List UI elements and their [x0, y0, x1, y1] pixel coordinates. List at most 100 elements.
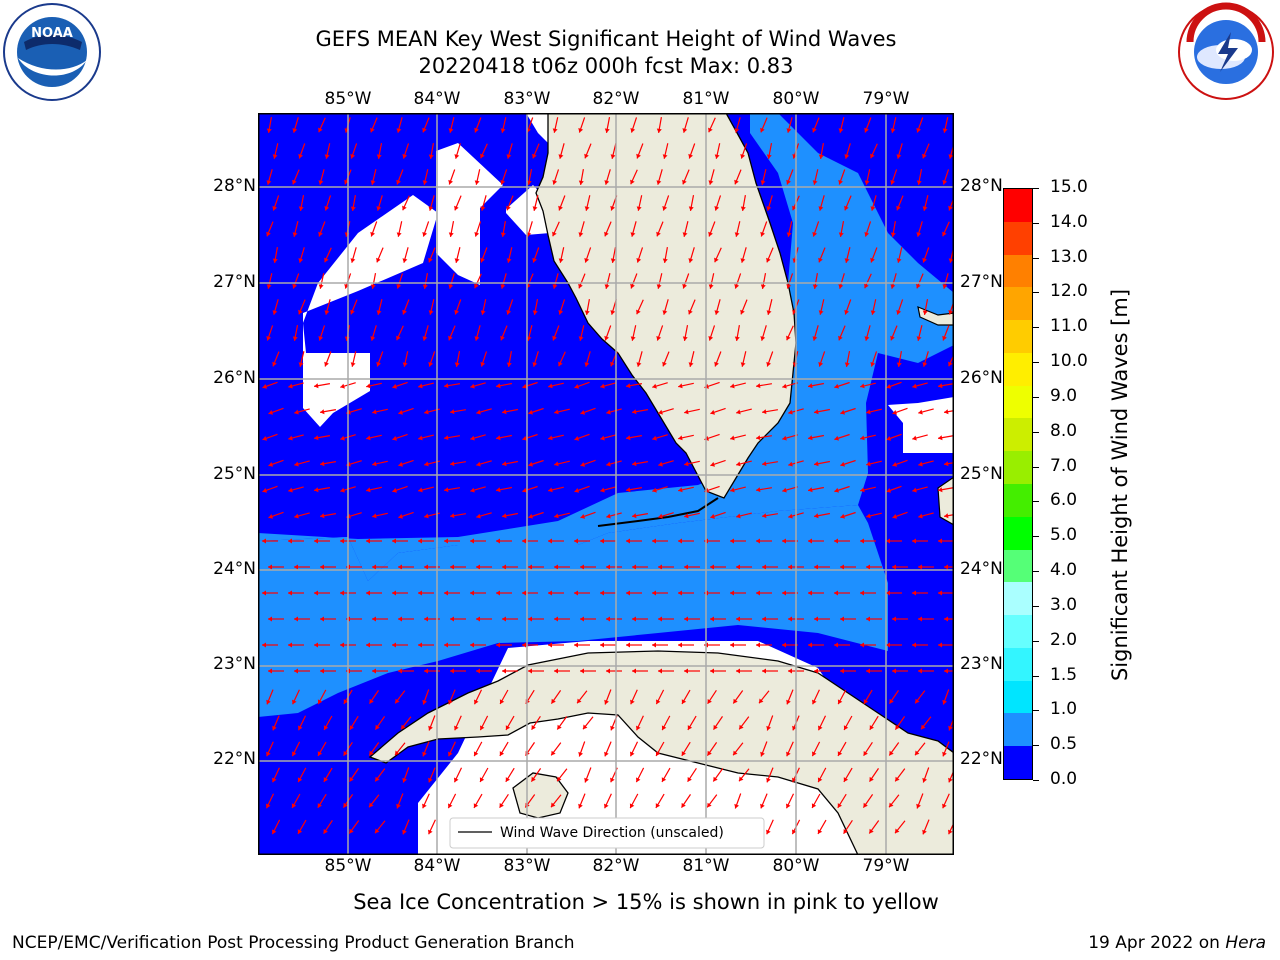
wave-arrow-head	[844, 154, 850, 159]
wave-arrow-head	[626, 435, 631, 441]
wave-arrow-head	[632, 513, 637, 519]
wave-arrow-head	[580, 668, 584, 674]
wave-arrow-head	[918, 409, 923, 415]
wave-arrow-head	[418, 590, 422, 596]
wave-arrow-head	[448, 335, 453, 341]
colorbar-segment	[1004, 614, 1032, 648]
wave-arrow-head	[632, 564, 636, 570]
wave-arrow-head	[578, 128, 584, 133]
wave-arrow-head	[844, 258, 850, 263]
wave-arrow-head	[318, 284, 324, 289]
wave-arrow-head	[766, 257, 771, 263]
wave-arrow-head	[604, 180, 610, 185]
wave-arrow-head	[584, 777, 589, 783]
wave-arrow-head	[760, 180, 766, 185]
wave-arrow-head	[866, 513, 871, 519]
wave-arrow-head	[314, 590, 318, 596]
wave-arrow-head	[681, 802, 686, 808]
wave-arrow-head	[470, 590, 474, 596]
wave-arrow-head	[912, 590, 916, 596]
wave-arrow-head	[814, 668, 818, 674]
wave-arrow-head	[808, 642, 812, 648]
wave-arrow-head	[864, 283, 869, 289]
wave-arrow-head	[428, 362, 434, 367]
wave-arrow-head	[424, 461, 429, 467]
wave-arrow-head	[366, 590, 370, 596]
wave-arrow-head	[708, 336, 714, 341]
wave-arrow-head	[610, 361, 615, 367]
wave-arrow-head	[424, 513, 429, 519]
wave-arrow-head	[502, 668, 506, 674]
wave-arrow-head	[890, 284, 896, 289]
wave-arrow-head	[678, 487, 683, 493]
wave-arrow-head	[760, 336, 766, 341]
wave-arrow-head	[860, 590, 864, 596]
wave-arrow-head	[870, 362, 876, 367]
wave-arrow-head	[396, 128, 402, 133]
colorbar-tick-mark	[1033, 188, 1039, 189]
colorbar-segment	[1004, 417, 1032, 452]
wave-arrow-head	[912, 642, 916, 648]
wave-arrow-head	[762, 409, 767, 415]
wave-arrow-head	[532, 153, 537, 159]
wave-arrow-head	[552, 284, 558, 289]
wave-arrow-head	[838, 284, 844, 289]
wave-arrow-head	[578, 180, 584, 185]
wave-arrow-head	[320, 616, 324, 622]
wave-arrow-head	[734, 336, 740, 341]
wave-arrow-head	[522, 487, 527, 493]
wave-arrow-head	[938, 383, 943, 389]
wave-arrow-head	[736, 668, 740, 674]
wave-arrow-head	[944, 668, 948, 674]
sea-mid-wave-area	[258, 113, 954, 581]
wave-arrow-head	[422, 127, 427, 133]
wave-arrow-head	[314, 435, 319, 441]
wave-arrow-head	[454, 309, 459, 315]
wave-arrow-head	[733, 750, 738, 756]
wave-arrow-head	[444, 538, 448, 544]
wave-arrow-head	[808, 487, 813, 493]
wave-arrow-head	[948, 258, 954, 263]
date-machine: Hera	[1225, 933, 1266, 953]
wave-arrow-head	[912, 538, 916, 544]
wave-arrow-head	[708, 231, 713, 237]
wave-arrow-head	[886, 642, 890, 648]
wave-arrow-head	[860, 642, 864, 648]
wave-arrow-head	[886, 436, 892, 441]
wave-arrow-head	[450, 616, 454, 622]
colorbar-segment	[1004, 188, 1032, 222]
wave-arrow-head	[818, 206, 824, 211]
wave-arrow-head	[340, 642, 344, 648]
wave-arrow-head	[266, 699, 271, 705]
wave-arrow-head	[392, 538, 396, 544]
wave-arrow-head	[652, 590, 656, 596]
wave-arrow-head	[629, 803, 635, 809]
wave-arrow-head	[710, 616, 714, 622]
map-title: GEFS MEAN Key West Significant Height of…	[315, 27, 897, 51]
wave-arrow-head	[268, 514, 274, 519]
wave-arrow-head	[506, 362, 512, 367]
colorbar-segment	[1004, 385, 1032, 419]
wave-arrow-head	[606, 461, 611, 467]
lon-tick-bottom: 79°W	[862, 856, 910, 876]
wave-arrow-head	[766, 725, 771, 731]
wave-arrow-head	[583, 724, 588, 730]
wave-arrow-head	[942, 803, 947, 809]
wave-arrow-head	[944, 564, 948, 570]
wave-arrow-head	[786, 803, 791, 809]
wave-arrow-head	[297, 777, 303, 783]
colorbar-tick-label: 13.0	[1050, 246, 1088, 267]
wave-arrow-head	[762, 461, 767, 467]
wave-arrow-head	[288, 487, 293, 493]
wave-arrow-head	[817, 777, 823, 783]
wave-arrow-head	[294, 513, 299, 519]
colorbar-tick-mark	[1033, 501, 1039, 503]
wave-arrow-head	[578, 803, 583, 809]
wave-arrow-head	[710, 409, 715, 415]
wave-arrow-head	[526, 180, 532, 185]
wave-arrow-head	[890, 335, 895, 341]
colorbar-segment	[1004, 319, 1032, 353]
wave-arrow-head	[662, 310, 668, 315]
wave-arrow-head	[736, 564, 740, 570]
wave-arrow-head	[739, 724, 744, 730]
